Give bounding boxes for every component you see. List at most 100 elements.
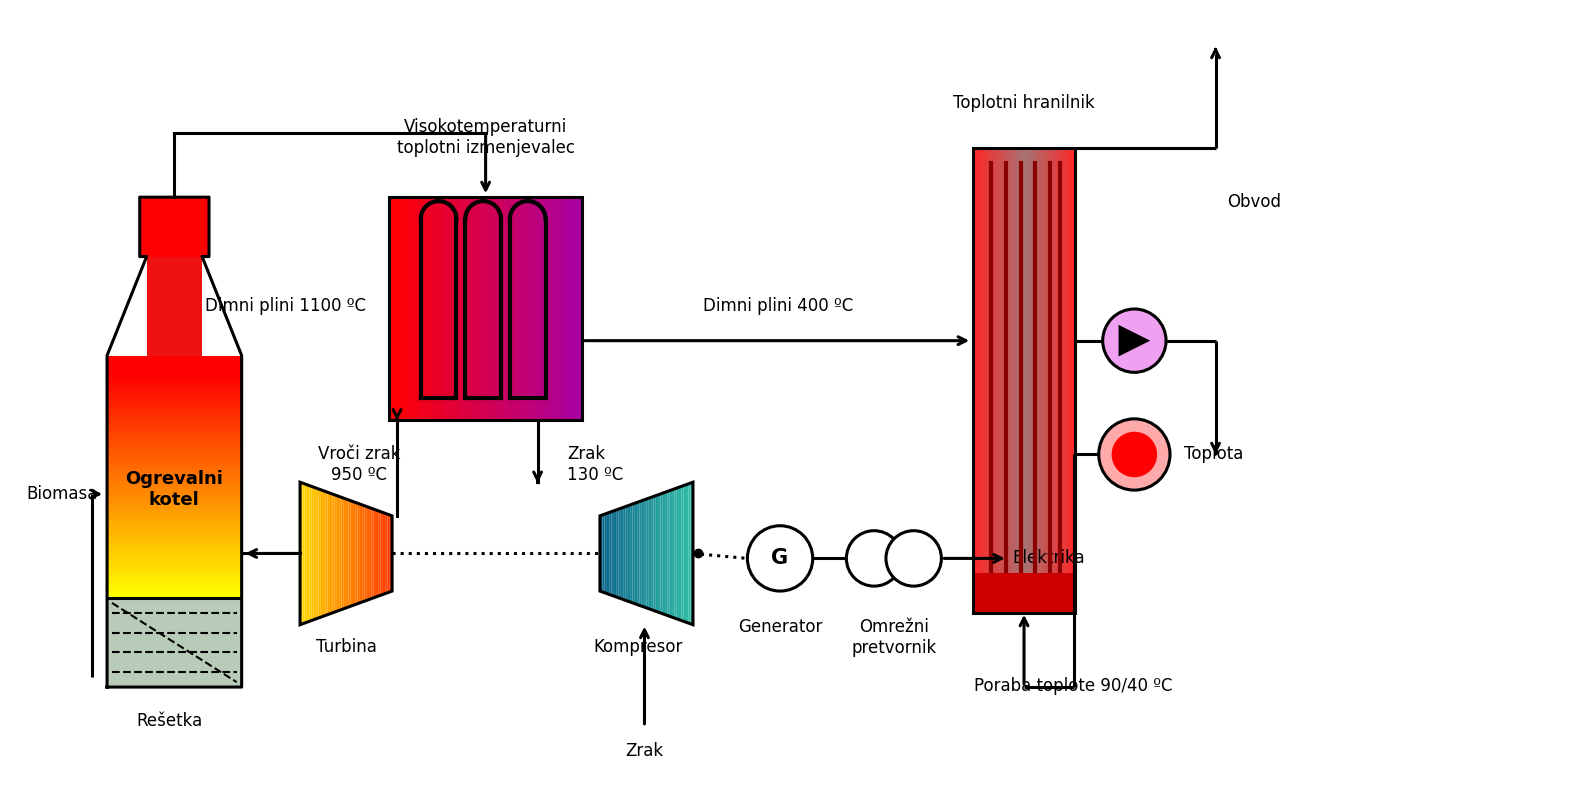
Bar (107, 505, 242, 509)
Bar (569, 197, 572, 420)
Bar (107, 420, 242, 424)
Bar (528, 197, 531, 420)
Bar (1052, 147, 1053, 613)
Bar (563, 197, 566, 420)
Bar (517, 197, 520, 420)
Bar (547, 197, 550, 420)
Bar (107, 449, 242, 453)
Polygon shape (325, 492, 327, 616)
Bar (1064, 147, 1066, 613)
Bar (501, 197, 505, 420)
Bar (1045, 147, 1049, 613)
Circle shape (1111, 432, 1157, 477)
Polygon shape (305, 484, 307, 623)
Bar (1063, 147, 1064, 613)
Bar (498, 197, 501, 420)
Polygon shape (344, 498, 346, 609)
Bar (987, 147, 989, 613)
Bar (544, 197, 547, 420)
Polygon shape (623, 506, 626, 600)
Bar (390, 197, 393, 420)
Polygon shape (362, 505, 365, 602)
Bar (492, 197, 495, 420)
Polygon shape (307, 484, 310, 622)
Polygon shape (385, 514, 387, 594)
Bar (146, 257, 203, 356)
Bar (464, 197, 467, 420)
Bar (1042, 147, 1044, 613)
Bar (560, 197, 563, 420)
Bar (1014, 147, 1016, 613)
Text: Ogrevalni
kotel: Ogrevalni kotel (126, 470, 223, 509)
Bar (511, 197, 514, 420)
Polygon shape (673, 489, 674, 618)
Bar (107, 412, 242, 416)
Bar (140, 197, 209, 257)
Bar (107, 529, 242, 533)
Bar (107, 465, 242, 469)
Bar (990, 147, 992, 613)
Bar (973, 573, 1075, 613)
Bar (412, 197, 415, 420)
Bar (107, 545, 242, 549)
Polygon shape (384, 513, 385, 595)
Polygon shape (641, 500, 645, 607)
Polygon shape (670, 490, 673, 617)
Bar (470, 197, 473, 420)
Bar (107, 441, 242, 445)
Bar (107, 477, 242, 481)
Bar (107, 437, 242, 441)
Bar (107, 573, 242, 578)
Polygon shape (681, 485, 684, 621)
Bar (1034, 147, 1036, 613)
Bar (995, 147, 997, 613)
Polygon shape (316, 488, 319, 619)
Bar (424, 197, 428, 420)
Bar (978, 147, 979, 613)
Bar (107, 485, 242, 489)
Polygon shape (618, 509, 621, 599)
Bar (107, 392, 242, 396)
Bar (107, 457, 242, 461)
Text: Dimni plini 1100 ºC: Dimni plini 1100 ºC (204, 297, 366, 315)
Polygon shape (319, 489, 321, 618)
Bar (520, 197, 523, 420)
Bar (399, 197, 402, 420)
Polygon shape (645, 499, 646, 608)
Bar (107, 489, 242, 493)
Bar (1000, 147, 1001, 613)
Polygon shape (351, 501, 354, 606)
Bar (1071, 147, 1072, 613)
Polygon shape (1119, 325, 1151, 356)
Polygon shape (311, 486, 314, 620)
Bar (107, 533, 242, 537)
Polygon shape (357, 503, 360, 603)
Bar (578, 197, 582, 420)
Bar (107, 582, 242, 586)
Circle shape (887, 531, 942, 586)
Polygon shape (355, 502, 357, 604)
Bar (415, 197, 418, 420)
Bar (1041, 147, 1042, 613)
Bar (531, 197, 534, 420)
Bar (107, 453, 242, 457)
Bar (556, 197, 560, 420)
Bar (450, 197, 453, 420)
Bar (1044, 147, 1045, 613)
Bar (406, 197, 409, 420)
Polygon shape (690, 482, 693, 625)
Polygon shape (607, 513, 610, 595)
Text: Rešetka: Rešetka (137, 712, 203, 730)
Bar (1011, 147, 1012, 613)
Polygon shape (640, 501, 641, 606)
Text: Visokotemperaturni
toplotni izmenjevalec: Visokotemperaturni toplotni izmenjevalec (396, 118, 575, 157)
Polygon shape (310, 485, 311, 621)
Bar (1001, 147, 1003, 613)
Bar (107, 396, 242, 400)
Bar (107, 424, 242, 428)
Bar (1055, 147, 1056, 613)
Bar (107, 521, 242, 525)
Bar (409, 197, 412, 420)
Bar (1023, 147, 1025, 613)
Polygon shape (621, 507, 623, 599)
